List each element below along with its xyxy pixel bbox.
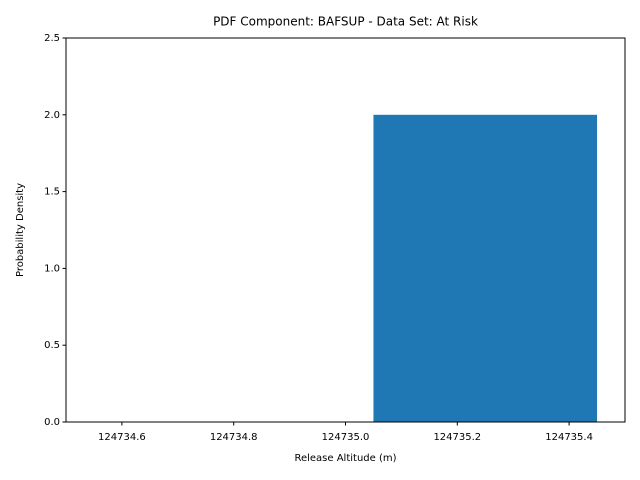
x-axis-label: Release Altitude (m) bbox=[294, 453, 396, 464]
y-tick-label: 0.5 bbox=[44, 340, 60, 351]
y-tick-label: 2.0 bbox=[44, 110, 60, 121]
y-tick-label: 0.0 bbox=[44, 417, 60, 428]
x-tick-label: 124734.8 bbox=[210, 432, 258, 443]
x-tick-label: 124735.4 bbox=[545, 432, 593, 443]
y-tick-label: 1.0 bbox=[44, 263, 60, 274]
y-axis-label: Probability Density bbox=[15, 183, 26, 277]
y-tick-label: 2.5 bbox=[44, 33, 60, 44]
chart-title: PDF Component: BAFSUP - Data Set: At Ris… bbox=[213, 15, 478, 29]
bar bbox=[373, 114, 598, 423]
x-tick-label: 124735.0 bbox=[322, 432, 370, 443]
x-tick-label: 124734.6 bbox=[98, 432, 146, 443]
x-tick-label: 124735.2 bbox=[433, 432, 481, 443]
y-tick-label: 1.5 bbox=[44, 187, 60, 198]
